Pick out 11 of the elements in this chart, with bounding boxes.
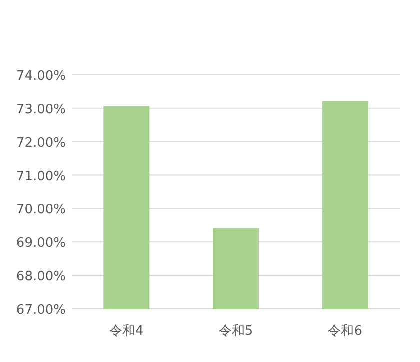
y-tick-label: 70.00% <box>16 202 66 218</box>
y-tick-label: 73.00% <box>16 102 66 118</box>
y-tick-label: 67.00% <box>16 303 66 318</box>
y-tick-label: 68.00% <box>16 270 66 285</box>
x-tick-label: 令和6 <box>328 324 362 339</box>
x-tick-label: 令和4 <box>110 324 144 339</box>
y-tick-label: 71.00% <box>16 169 66 184</box>
y-tick-label: 74.00% <box>16 69 66 84</box>
y-tick-label: 69.00% <box>16 236 66 252</box>
x-tick-label: 令和5 <box>218 324 254 339</box>
y-tick-label: 72.00% <box>16 136 66 151</box>
